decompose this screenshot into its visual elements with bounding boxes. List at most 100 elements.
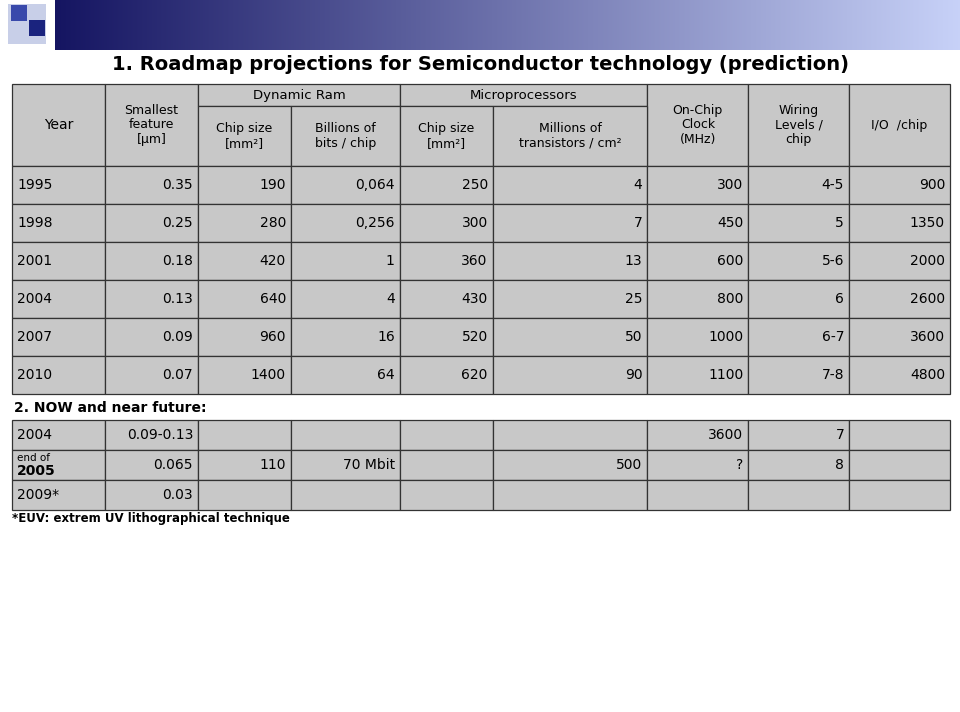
Bar: [12, 318, 105, 356]
Bar: [329, 0, 330, 50]
Bar: [464, 0, 465, 50]
Bar: [736, 0, 737, 50]
Text: 360: 360: [462, 254, 488, 268]
Bar: [216, 0, 217, 50]
Bar: [378, 0, 379, 50]
Bar: [496, 0, 497, 50]
Bar: [199, 0, 200, 50]
Bar: [243, 0, 244, 50]
Bar: [666, 0, 667, 50]
Bar: [249, 0, 250, 50]
Bar: [497, 0, 498, 50]
Bar: [417, 0, 418, 50]
Bar: [682, 0, 683, 50]
Bar: [690, 0, 691, 50]
Bar: [29, 20, 45, 36]
Bar: [508, 0, 509, 50]
Bar: [411, 0, 412, 50]
Bar: [557, 0, 558, 50]
Bar: [692, 0, 693, 50]
Bar: [921, 0, 922, 50]
Bar: [505, 0, 506, 50]
Bar: [609, 0, 610, 50]
Bar: [824, 0, 825, 50]
Bar: [341, 0, 342, 50]
Bar: [695, 0, 696, 50]
Text: 64: 64: [377, 368, 395, 382]
Bar: [553, 0, 554, 50]
Text: 3600: 3600: [910, 330, 945, 344]
Bar: [630, 0, 631, 50]
Bar: [182, 0, 183, 50]
Bar: [423, 0, 424, 50]
Bar: [748, 318, 850, 356]
Bar: [177, 0, 178, 50]
Bar: [187, 0, 188, 50]
Bar: [667, 0, 668, 50]
Bar: [105, 318, 198, 356]
Bar: [319, 0, 320, 50]
Bar: [811, 0, 812, 50]
Bar: [328, 0, 329, 50]
Text: 520: 520: [462, 330, 488, 344]
Bar: [262, 0, 263, 50]
Bar: [75, 0, 76, 50]
Bar: [955, 0, 956, 50]
Bar: [478, 0, 479, 50]
Bar: [623, 0, 624, 50]
Bar: [230, 0, 231, 50]
Bar: [492, 204, 647, 242]
Bar: [792, 0, 793, 50]
Bar: [914, 0, 915, 50]
Bar: [527, 0, 528, 50]
Bar: [482, 0, 483, 50]
Bar: [911, 0, 912, 50]
Bar: [471, 0, 472, 50]
Bar: [932, 0, 933, 50]
Bar: [265, 0, 266, 50]
Bar: [748, 420, 850, 450]
Bar: [318, 0, 319, 50]
Bar: [499, 0, 500, 50]
Bar: [447, 0, 448, 50]
Bar: [270, 0, 271, 50]
Bar: [923, 0, 924, 50]
Bar: [892, 0, 893, 50]
Bar: [783, 0, 784, 50]
Bar: [647, 204, 748, 242]
Bar: [674, 0, 675, 50]
Bar: [893, 0, 894, 50]
Bar: [175, 0, 176, 50]
Bar: [418, 0, 419, 50]
Bar: [221, 0, 222, 50]
Bar: [558, 0, 559, 50]
Bar: [937, 0, 938, 50]
Bar: [105, 0, 106, 50]
Bar: [634, 0, 635, 50]
Bar: [372, 0, 373, 50]
Bar: [768, 0, 769, 50]
Bar: [850, 480, 950, 510]
Bar: [588, 0, 589, 50]
Bar: [577, 0, 578, 50]
Text: Chip size
[mm²]: Chip size [mm²]: [419, 122, 474, 150]
Bar: [468, 0, 469, 50]
Bar: [871, 0, 872, 50]
Bar: [158, 0, 159, 50]
Bar: [403, 0, 404, 50]
Bar: [82, 0, 83, 50]
Bar: [762, 0, 763, 50]
Bar: [383, 0, 384, 50]
Bar: [231, 0, 232, 50]
Bar: [554, 0, 555, 50]
Bar: [722, 0, 723, 50]
Bar: [315, 0, 316, 50]
Bar: [611, 0, 612, 50]
Bar: [316, 0, 317, 50]
Bar: [226, 0, 227, 50]
Bar: [575, 0, 576, 50]
Bar: [694, 0, 695, 50]
Bar: [615, 0, 616, 50]
Bar: [291, 356, 399, 394]
Bar: [934, 0, 935, 50]
